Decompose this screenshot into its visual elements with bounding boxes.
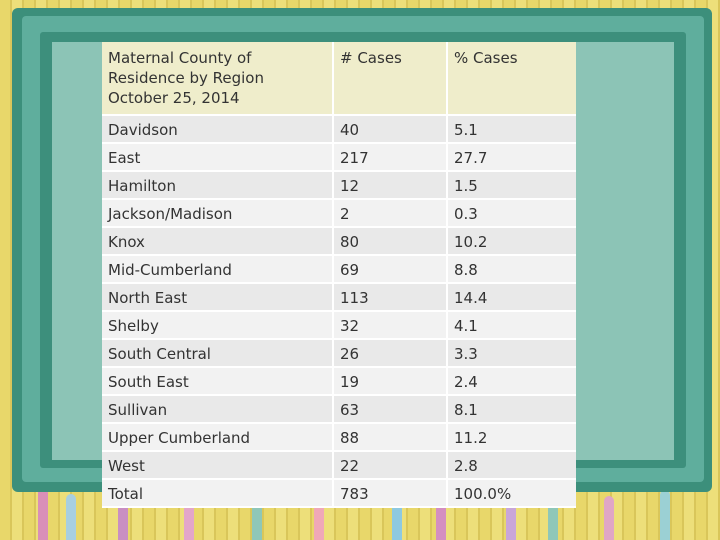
cell-region: East	[102, 143, 333, 172]
table-row: Sullivan 63 8.1	[102, 395, 576, 424]
cell-cases: 32	[332, 311, 447, 340]
cell-pct: 11.2	[446, 423, 576, 452]
cell-pct: 10.2	[446, 227, 576, 256]
cell-region: Total	[102, 479, 333, 508]
decorative-pole	[506, 494, 516, 540]
cell-pct: 100.0%	[446, 479, 576, 508]
cell-region: Upper Cumberland	[102, 423, 333, 452]
decorative-pole	[392, 484, 402, 540]
cell-cases: 217	[332, 143, 447, 172]
cell-pct: 1.5	[446, 171, 576, 200]
cell-pct: 2.4	[446, 367, 576, 396]
table-row: Jackson/Madison 2 0.3	[102, 199, 576, 228]
table-row: South Central 26 3.3	[102, 339, 576, 368]
decorative-pole	[436, 488, 446, 540]
cell-cases: 69	[332, 255, 447, 284]
cell-pct: 14.4	[446, 283, 576, 312]
cell-pct: 4.1	[446, 311, 576, 340]
decorative-pole	[548, 484, 558, 540]
decorative-pole	[660, 490, 670, 540]
cell-pct: 8.1	[446, 395, 576, 424]
decorative-pole	[66, 494, 76, 540]
table-row: Mid-Cumberland 69 8.8	[102, 255, 576, 284]
cell-region: Sullivan	[102, 395, 333, 424]
table-row: Shelby 32 4.1	[102, 311, 576, 340]
cell-pct: 8.8	[446, 255, 576, 284]
cases-table: Maternal County of Residence by Region O…	[102, 42, 576, 508]
decorative-pole	[604, 496, 614, 540]
decorative-pole	[314, 492, 324, 540]
cell-cases: 40	[332, 115, 447, 144]
table-row: South East 19 2.4	[102, 367, 576, 396]
cell-cases: 88	[332, 423, 447, 452]
cell-cases: 19	[332, 367, 447, 396]
decorative-pole	[118, 482, 128, 540]
cell-region: North East	[102, 283, 333, 312]
header-pct: % Cases	[446, 42, 576, 116]
cell-pct: 27.7	[446, 143, 576, 172]
cell-pct: 2.8	[446, 451, 576, 480]
cell-cases: 63	[332, 395, 447, 424]
cell-region: West	[102, 451, 333, 480]
cell-cases: 2	[332, 199, 447, 228]
cell-cases: 22	[332, 451, 447, 480]
cell-cases: 26	[332, 339, 447, 368]
table-row: Hamilton 12 1.5	[102, 171, 576, 200]
cell-region: Mid-Cumberland	[102, 255, 333, 284]
cell-pct: 5.1	[446, 115, 576, 144]
decorative-pole	[252, 496, 262, 540]
cell-pct: 3.3	[446, 339, 576, 368]
table-row: North East 113 14.4	[102, 283, 576, 312]
cell-region: Knox	[102, 227, 333, 256]
cell-region: South East	[102, 367, 333, 396]
cell-region: Jackson/Madison	[102, 199, 333, 228]
cell-cases: 113	[332, 283, 447, 312]
table-header-row: Maternal County of Residence by Region O…	[102, 42, 576, 116]
cell-region: Shelby	[102, 311, 333, 340]
table-row: Davidson 40 5.1	[102, 115, 576, 144]
decorative-pole	[38, 480, 48, 540]
cell-pct: 0.3	[446, 199, 576, 228]
cell-region: Hamilton	[102, 171, 333, 200]
header-region: Maternal County of Residence by Region O…	[102, 42, 333, 116]
table-row: East 217 27.7	[102, 143, 576, 172]
cell-region: South Central	[102, 339, 333, 368]
table-row: Total 783 100.0%	[102, 479, 576, 508]
decorative-pole	[184, 490, 194, 540]
table-row: West 22 2.8	[102, 451, 576, 480]
cell-cases: 783	[332, 479, 447, 508]
table-row: Upper Cumberland 88 11.2	[102, 423, 576, 452]
table-row: Knox 80 10.2	[102, 227, 576, 256]
cell-region: Davidson	[102, 115, 333, 144]
cell-cases: 12	[332, 171, 447, 200]
cell-cases: 80	[332, 227, 447, 256]
header-cases: # Cases	[332, 42, 447, 116]
